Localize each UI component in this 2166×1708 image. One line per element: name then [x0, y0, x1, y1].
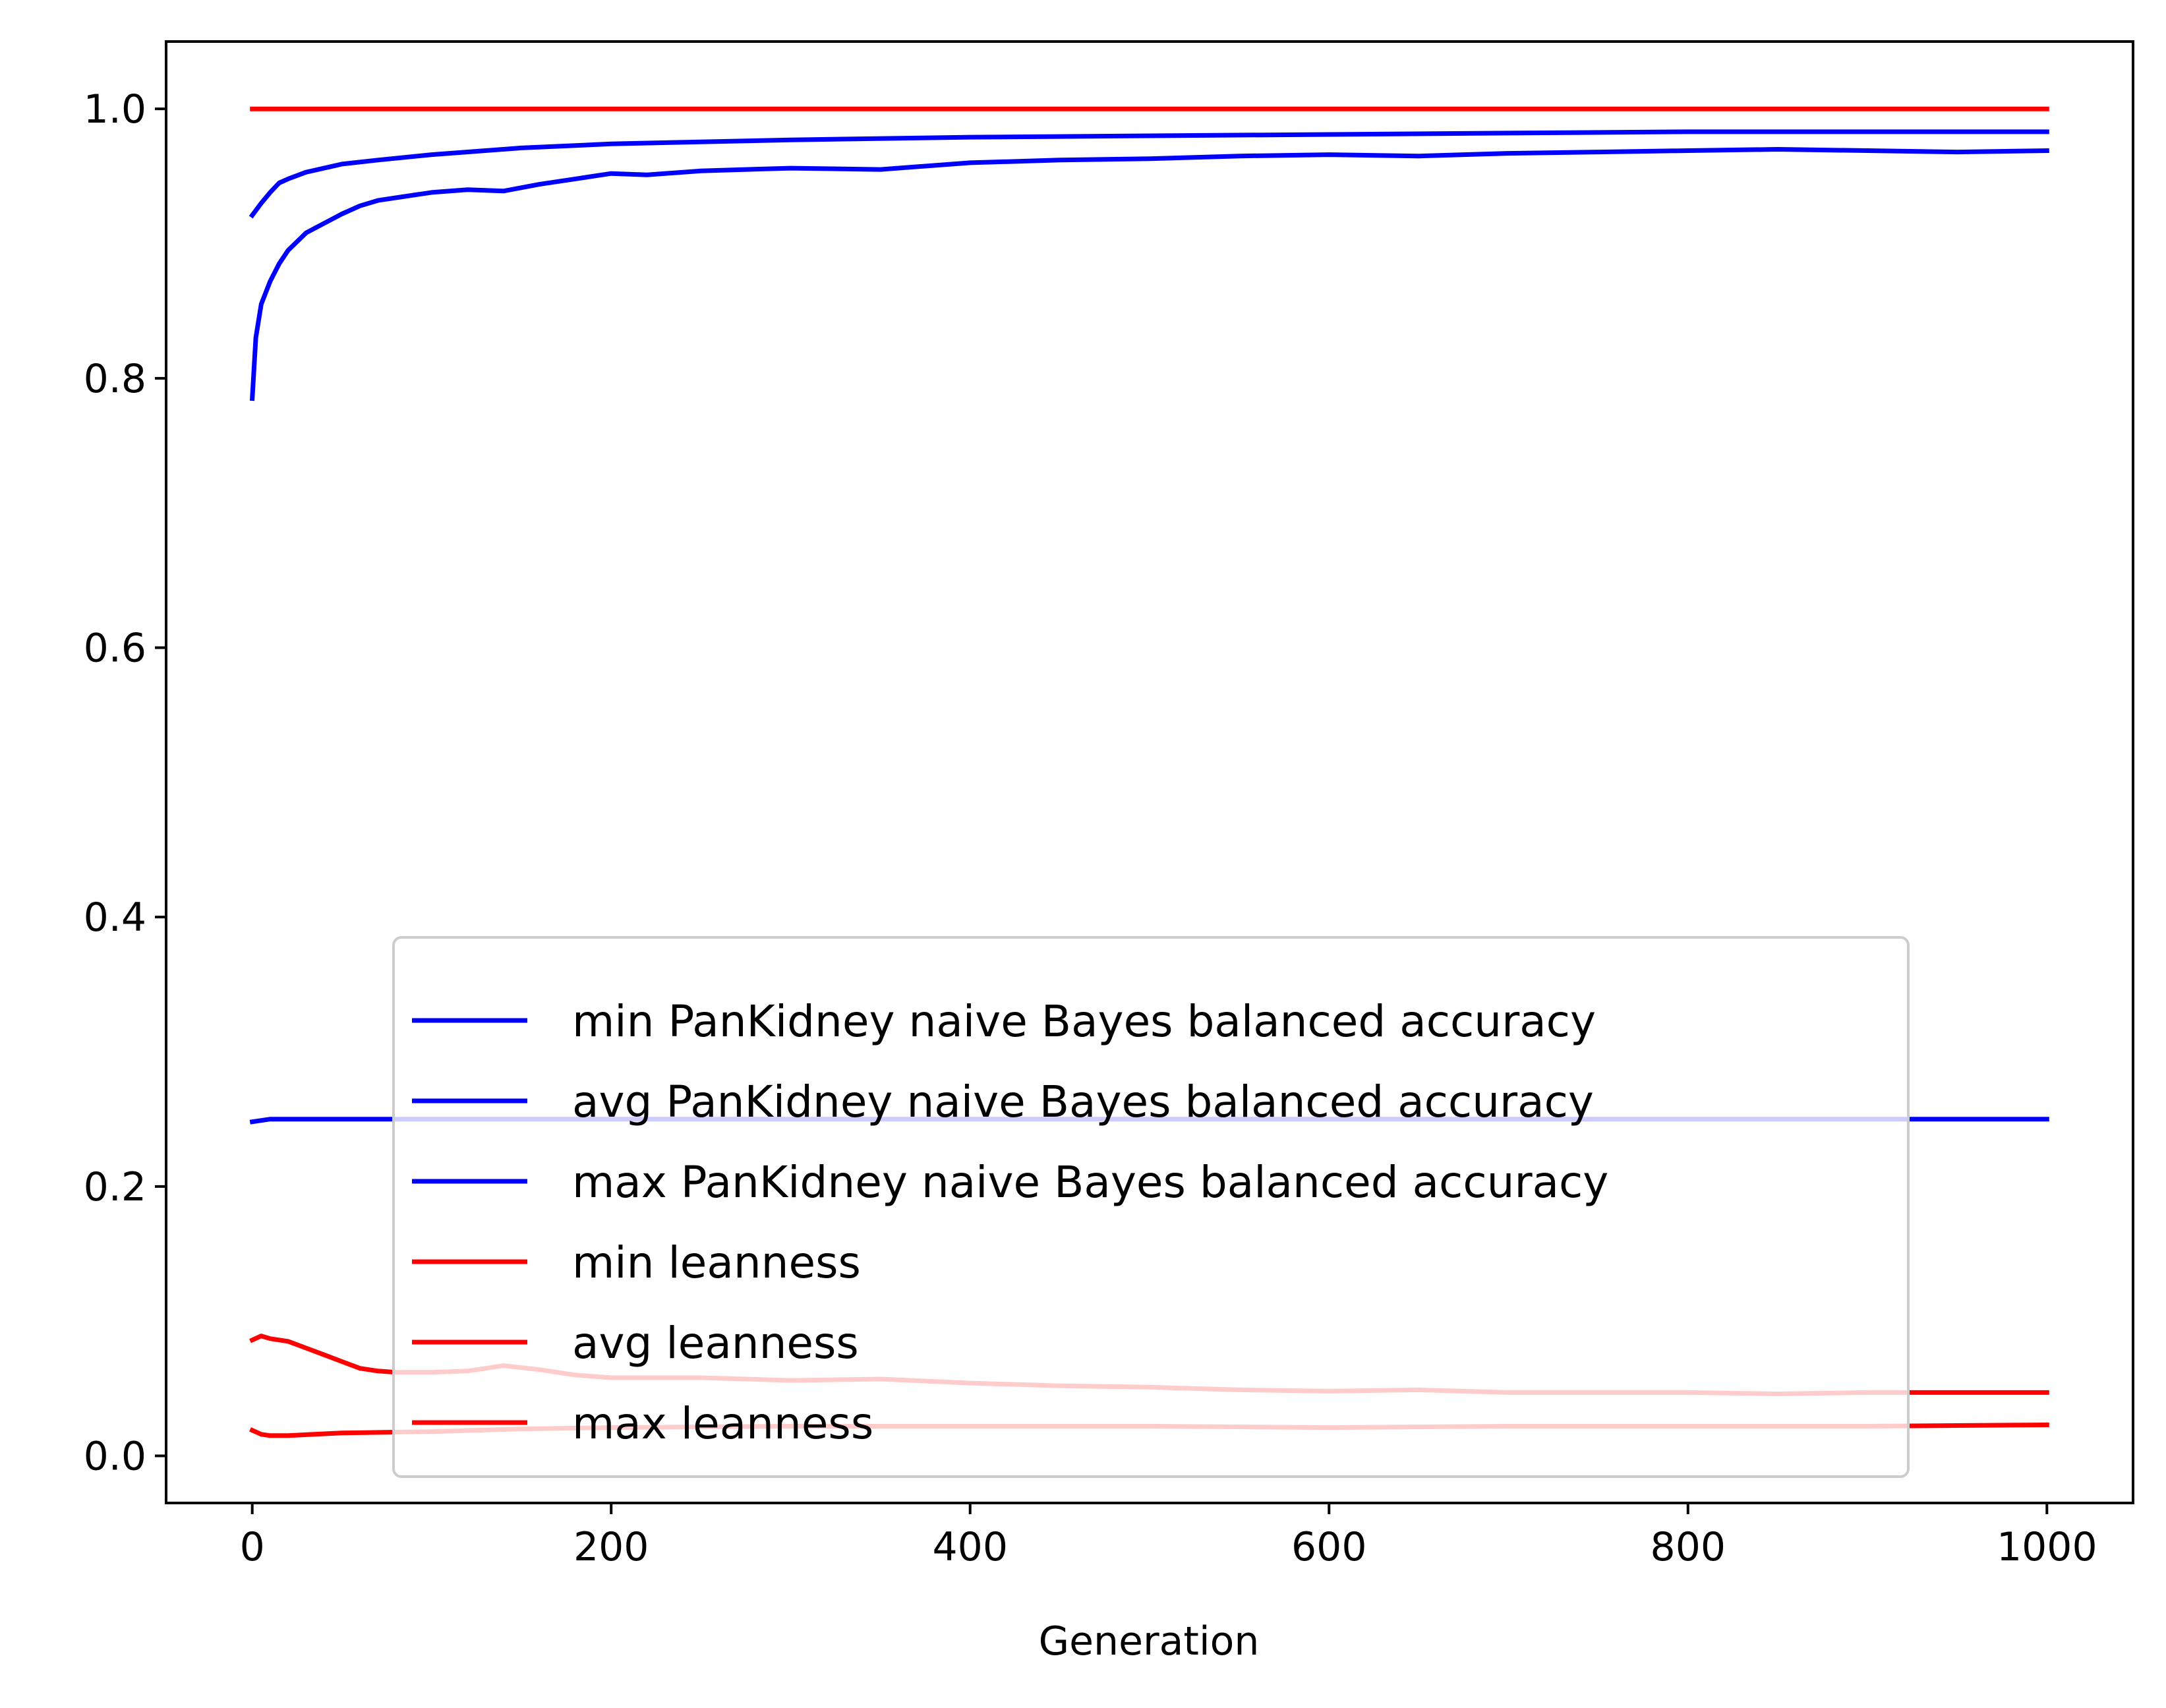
y-tick-label: 0.8 — [84, 356, 146, 402]
series-line-2 — [250, 147, 2049, 401]
x-tick-label: 200 — [573, 1524, 649, 1570]
legend-label: min PanKidney naive Bayes balanced accur… — [572, 996, 1596, 1047]
legend-label: max leanness — [572, 1398, 873, 1449]
legend-box — [392, 936, 1910, 1478]
y-tick-label: 0.0 — [84, 1433, 146, 1479]
y-tick-label: 0.6 — [84, 625, 146, 671]
legend-entries: min PanKidney naive Bayes balanced accur… — [412, 996, 1608, 1449]
legend: min PanKidney naive Bayes balanced accur… — [392, 936, 1910, 1478]
plot-frame — [165, 40, 2134, 1504]
x-tick-label: 0 — [240, 1524, 265, 1570]
y-tick-label: 1.0 — [84, 86, 146, 133]
x-axis-label: Generation — [1039, 1618, 1260, 1664]
x-tick-label: 800 — [1651, 1524, 1726, 1570]
x-axis: 0 200 400 600 800 1000 — [240, 1503, 2097, 1570]
x-tick-label: 600 — [1291, 1524, 1367, 1570]
x-tick-label: 1000 — [1997, 1524, 2097, 1570]
x-tick-label: 400 — [932, 1524, 1008, 1570]
y-axis: 0.0 0.2 0.4 0.6 0.8 1.0 — [84, 86, 166, 1479]
y-tick-label: 0.4 — [84, 895, 146, 941]
legend-label: avg leanness — [572, 1318, 859, 1369]
y-tick-label: 0.2 — [84, 1164, 146, 1210]
legend-label: min leanness — [572, 1237, 861, 1288]
legend-label: avg PanKidney naive Bayes balanced accur… — [572, 1076, 1594, 1127]
series-line-3 — [249, 129, 2049, 219]
legend-label: max PanKidney naive Bayes balanced accur… — [572, 1157, 1608, 1208]
